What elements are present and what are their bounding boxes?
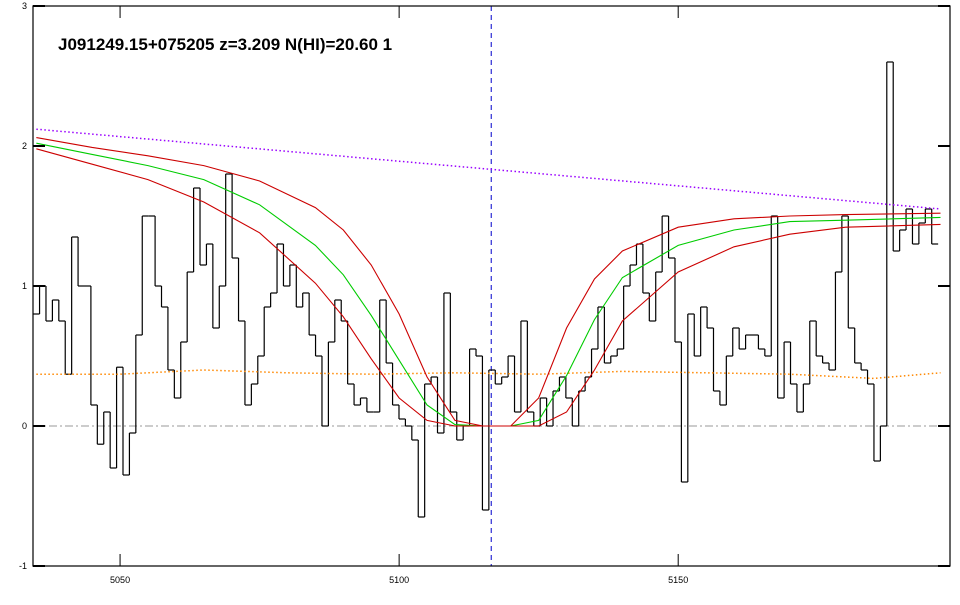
y-tick-label: 0 [22,421,27,431]
chart-title: J091249.15+075205 z=3.209 N(HI)=20.60 1 [58,35,392,54]
series-line [36,142,941,427]
x-tick-label: 5150 [668,575,688,585]
x-tick-label: 5050 [110,575,130,585]
plot-area [33,6,950,566]
series-line [36,369,941,380]
y-tick-label: 2 [22,141,27,151]
y-tick-label: 1 [22,281,27,291]
y-tick-label: 3 [22,1,27,11]
x-tick-label: 5100 [389,575,409,585]
series-line [36,128,941,210]
y-tick-label: -1 [19,561,27,571]
series-line [36,137,941,427]
series-line [36,148,941,427]
